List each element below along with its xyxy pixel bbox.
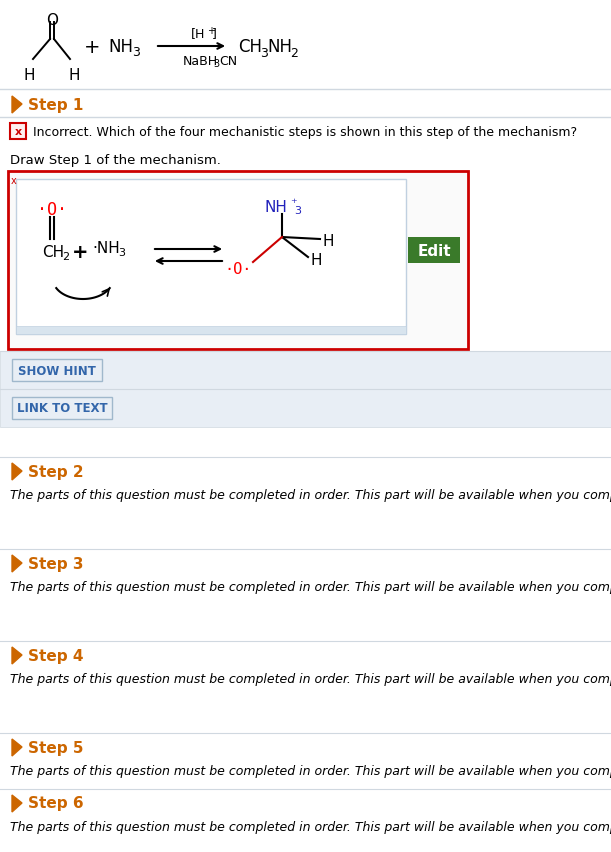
Bar	[16, 326, 406, 335]
Text: H: H	[322, 233, 334, 248]
Text: Incorrect. Which of the four mechanistic steps is shown in this step of the mech: Incorrect. Which of the four mechanistic…	[33, 125, 577, 138]
Bar	[0, 789, 611, 819]
Text: x: x	[15, 127, 21, 137]
Text: +: +	[71, 242, 88, 262]
Bar	[12, 398, 112, 419]
Text: LINK TO TEXT: LINK TO TEXT	[16, 402, 108, 415]
Bar	[0, 389, 611, 428]
Bar	[0, 733, 611, 763]
Text: CH: CH	[42, 245, 64, 259]
Bar	[0, 118, 611, 146]
Text: Step 6: Step 6	[28, 796, 84, 810]
Polygon shape	[12, 795, 22, 812]
Text: The parts of this question must be completed in order. This part will be availab: The parts of this question must be compl…	[10, 764, 611, 778]
Bar	[12, 360, 102, 382]
Text: Edit: Edit	[417, 243, 451, 258]
Text: CN: CN	[219, 55, 237, 67]
Bar	[0, 458, 611, 487]
Text: NH: NH	[265, 199, 287, 214]
Text: The parts of this question must be completed in order. This part will be availab: The parts of this question must be compl…	[10, 820, 611, 833]
Text: Draw Step 1 of the mechanism.: Draw Step 1 of the mechanism.	[10, 153, 221, 166]
Bar	[0, 352, 611, 389]
Text: 3: 3	[213, 59, 219, 69]
Text: x: x	[11, 176, 16, 186]
Text: CH: CH	[238, 38, 262, 56]
Bar	[0, 550, 611, 579]
Text: ·NH: ·NH	[92, 240, 120, 256]
Text: H: H	[68, 68, 79, 83]
Text: O: O	[46, 13, 58, 28]
Text: 3: 3	[118, 248, 125, 257]
Text: ⁺: ⁺	[290, 196, 296, 210]
Text: 2: 2	[62, 251, 69, 262]
Text: The parts of this question must be completed in order. This part will be availab: The parts of this question must be compl…	[10, 489, 611, 502]
Bar	[10, 124, 26, 140]
Bar	[408, 238, 460, 263]
Bar	[0, 642, 611, 671]
Text: 3: 3	[295, 206, 301, 216]
Text: +: +	[84, 37, 100, 56]
Text: Step 5: Step 5	[28, 740, 84, 755]
Polygon shape	[12, 556, 22, 573]
Text: ·O·: ·O·	[224, 262, 252, 276]
Bar	[8, 172, 468, 349]
Text: The parts of this question must be completed in order. This part will be availab: The parts of this question must be compl…	[10, 673, 611, 686]
Text: H: H	[310, 252, 321, 268]
Polygon shape	[12, 740, 22, 756]
Polygon shape	[12, 648, 22, 665]
Text: Step 3: Step 3	[28, 556, 84, 571]
Text: ·O·: ·O·	[37, 201, 67, 219]
Polygon shape	[12, 97, 22, 114]
Text: NH: NH	[267, 38, 292, 56]
Text: [H: [H	[191, 27, 205, 40]
Text: The parts of this question must be completed in order. This part will be availab: The parts of this question must be compl…	[10, 581, 611, 594]
Text: Step 2: Step 2	[28, 464, 84, 479]
Text: Step 1: Step 1	[28, 97, 83, 112]
Bar	[0, 0, 611, 90]
Text: +: +	[207, 26, 215, 36]
Text: NaBH: NaBH	[183, 55, 218, 67]
Text: Step 4: Step 4	[28, 648, 84, 663]
Text: NH: NH	[108, 38, 133, 56]
Bar	[0, 90, 611, 118]
Bar	[16, 180, 406, 335]
Text: ]: ]	[212, 27, 217, 40]
Polygon shape	[12, 463, 22, 481]
Text: H: H	[23, 68, 35, 83]
Text: SHOW HINT: SHOW HINT	[18, 364, 96, 377]
Text: 3: 3	[260, 47, 268, 60]
Text: 2: 2	[290, 47, 298, 60]
Text: 3: 3	[132, 45, 140, 59]
